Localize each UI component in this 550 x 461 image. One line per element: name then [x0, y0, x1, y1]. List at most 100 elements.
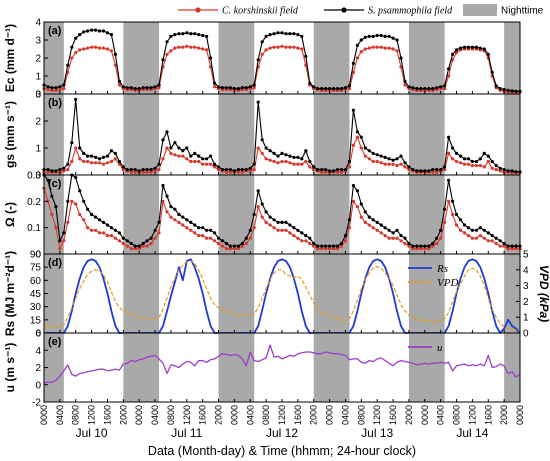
- panel-frame: [43, 332, 521, 403]
- data-point-korshinskii: [252, 168, 256, 172]
- panel-letter: (b): [48, 97, 62, 109]
- data-point-korshinskii: [312, 244, 316, 248]
- data-point-korshinskii: [474, 236, 478, 240]
- data-point-psammophila: [161, 58, 165, 62]
- data-point-korshinskii: [447, 199, 451, 203]
- data-point-psammophila: [264, 146, 268, 150]
- series-line-korshinskii: [44, 136, 520, 174]
- data-point-psammophila: [498, 87, 502, 91]
- data-point-korshinskii: [78, 48, 82, 52]
- data-point-psammophila: [224, 86, 229, 90]
- data-point-korshinskii: [213, 85, 217, 89]
- y-tick-label: 90: [30, 250, 42, 261]
- data-point-psammophila: [240, 168, 244, 172]
- data-point-psammophila: [260, 138, 264, 142]
- data-point-korshinskii: [367, 46, 371, 50]
- data-point-psammophila: [121, 165, 125, 169]
- data-point-psammophila: [454, 212, 459, 217]
- data-point-psammophila: [268, 149, 272, 153]
- y-tick-label: 0: [35, 329, 41, 340]
- data-point-korshinskii: [451, 157, 455, 161]
- panel-letter: (d): [48, 257, 62, 269]
- data-point-korshinskii: [105, 47, 110, 51]
- data-point-korshinskii: [300, 239, 304, 243]
- data-point-psammophila: [256, 189, 260, 193]
- data-point-korshinskii: [260, 215, 264, 219]
- data-point-korshinskii: [363, 154, 367, 158]
- data-point-korshinskii: [86, 159, 90, 164]
- data-point-korshinskii: [316, 247, 320, 251]
- data-point-psammophila: [288, 32, 292, 36]
- data-point-psammophila: [213, 81, 217, 85]
- data-point-korshinskii: [50, 88, 54, 92]
- data-point-psammophila: [458, 46, 463, 50]
- data-point-korshinskii: [109, 159, 113, 164]
- data-point-korshinskii: [244, 241, 248, 246]
- data-point-psammophila: [78, 189, 82, 193]
- data-point-psammophila: [308, 81, 312, 85]
- data-point-korshinskii: [375, 159, 379, 164]
- nighttime-band: [313, 175, 350, 254]
- data-point-korshinskii: [359, 146, 363, 150]
- data-point-psammophila: [276, 154, 280, 158]
- nighttime-band: [44, 254, 64, 333]
- data-point-psammophila: [149, 236, 153, 240]
- data-point-psammophila: [359, 202, 363, 206]
- data-point-korshinskii: [383, 46, 387, 50]
- data-point-korshinskii: [292, 45, 296, 49]
- data-point-korshinskii: [236, 247, 240, 251]
- nighttime-band: [123, 333, 160, 402]
- data-point-korshinskii: [363, 47, 367, 51]
- data-point-psammophila: [101, 220, 106, 224]
- data-point-psammophila: [260, 40, 264, 44]
- data-point-psammophila: [399, 56, 403, 60]
- legend-label-rs: Rs: [436, 263, 448, 275]
- data-point-korshinskii: [78, 157, 82, 161]
- data-point-korshinskii: [308, 241, 312, 246]
- nighttime-band: [504, 254, 520, 333]
- data-point-psammophila: [431, 241, 435, 246]
- y-tick-label: 15: [30, 315, 42, 326]
- data-point-psammophila: [105, 154, 110, 158]
- data-point-korshinskii: [451, 212, 455, 217]
- data-point-psammophila: [173, 33, 177, 37]
- series-line-psammophila: [43, 29, 520, 92]
- data-point-psammophila: [296, 33, 300, 37]
- data-point-korshinskii: [395, 49, 399, 53]
- data-point-psammophila: [62, 231, 66, 235]
- day-label: Jul 14: [456, 426, 488, 440]
- data-point-psammophila: [308, 236, 312, 240]
- data-point-korshinskii: [66, 220, 70, 224]
- data-point-psammophila: [423, 169, 427, 173]
- data-point-korshinskii: [300, 162, 304, 166]
- data-point-psammophila: [403, 79, 407, 83]
- data-point-korshinskii: [232, 247, 236, 251]
- data-point-psammophila: [498, 166, 502, 170]
- data-point-korshinskii: [431, 244, 435, 248]
- data-point-korshinskii: [101, 162, 106, 166]
- data-point-psammophila: [46, 178, 50, 182]
- data-point-psammophila: [332, 169, 336, 173]
- data-point-psammophila: [165, 130, 169, 134]
- data-point-psammophila: [97, 218, 102, 222]
- y-tick-label: 0: [35, 380, 41, 391]
- y-tick-label: 30: [30, 302, 42, 313]
- y-tick-label: 0.3: [27, 171, 41, 182]
- data-point-korshinskii: [105, 161, 110, 165]
- data-point-psammophila: [486, 52, 490, 57]
- data-point-psammophila: [105, 31, 110, 35]
- data-point-korshinskii: [157, 231, 161, 235]
- x-tick-label: 0800: [71, 405, 81, 425]
- data-point-korshinskii: [498, 169, 502, 173]
- data-point-psammophila: [451, 199, 455, 203]
- data-point-korshinskii: [181, 223, 185, 227]
- data-point-psammophila: [328, 87, 332, 91]
- data-point-korshinskii: [133, 170, 137, 174]
- panel-a: 0 1 2 3 4 (a) Ec (mm d⁻¹): [3, 18, 522, 101]
- data-point-psammophila: [439, 168, 443, 172]
- data-point-korshinskii: [129, 247, 133, 251]
- data-point-korshinskii: [224, 247, 229, 251]
- data-point-korshinskii: [351, 199, 355, 203]
- data-point-korshinskii: [153, 236, 157, 240]
- data-point-korshinskii: [347, 165, 351, 169]
